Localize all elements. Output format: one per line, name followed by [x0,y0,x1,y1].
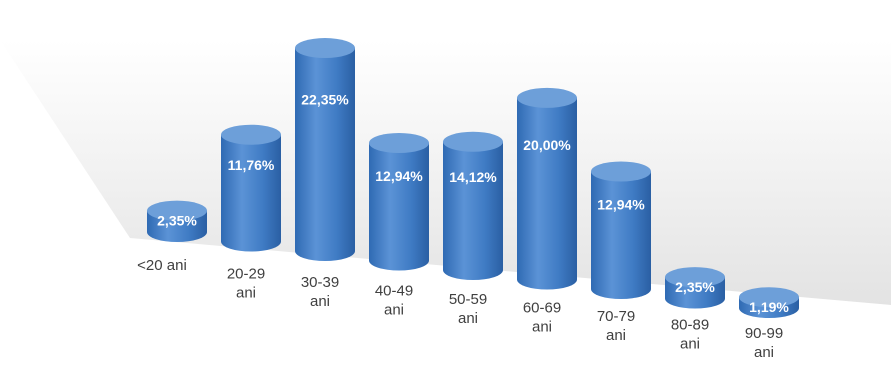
bar-8: 2,35% [665,267,725,309]
bar-4: 12,94% [369,133,429,271]
bar-3: 22,35% [295,38,355,262]
category-label-line: 70-79 [597,308,635,325]
category-label: 90-99 ani [745,325,783,361]
category-label-line: ani [680,336,700,353]
data-label: 12,94% [375,168,423,184]
category-label: 70-79 ani [597,308,635,344]
bar-body [443,141,503,280]
category-label-line: 50-59 [449,291,487,308]
category-label-line: 60-69 [523,300,561,317]
bar-top [739,287,799,308]
bar-top [591,161,651,182]
bar-top [295,38,355,59]
data-label: 11,76% [228,157,275,173]
bar-body [591,171,651,299]
category-label-line: <20 ani [137,257,187,274]
category-label: 20-29 ani [227,266,265,302]
bar-2: 11,76% [221,124,281,252]
category-label-line: ani [754,344,774,361]
bar-top [221,124,281,145]
data-label: 14,12% [449,169,497,185]
bar-top [665,267,725,288]
bar-5: 14,12% [443,131,503,280]
category-label-line: ani [310,293,330,310]
category-label-line: 20-29 [227,266,265,283]
bar-top [147,200,207,221]
data-label: 2,35% [157,213,197,229]
category-label-line: ani [236,285,256,302]
category-label: 50-59 ani [449,291,487,327]
category-label: 60-69 ani [523,300,561,336]
category-label-line: 30-39 [301,274,339,291]
bar-6: 20,00% [517,87,577,290]
bar-top [517,87,577,108]
category-label-line: ani [532,319,552,336]
data-label: 20,00% [523,137,571,153]
bar-body [369,143,429,271]
category-label-line: 40-49 [375,283,413,300]
bar-1: 2,35% [147,200,207,242]
bar-body [221,134,281,252]
category-label: 80-89 ani [671,317,709,353]
bar-9: 1,19% [739,287,799,318]
bar-7: 12,94% [591,161,651,299]
category-label: 40-49 ani [375,283,413,319]
category-label-line: ani [606,327,626,344]
bar-body [295,48,355,262]
bar-body [517,97,577,290]
data-label: 12,94% [597,196,645,212]
category-label-line: ani [458,310,478,327]
bar-top [443,131,503,152]
data-label: 22,35% [301,92,349,108]
category-label: 30-39 ani [301,274,339,310]
data-label: 1,19% [749,299,789,315]
bar-top [369,133,429,154]
category-label-line: ani [384,302,404,319]
bars-group: 2,35% 11,76% 22,35% 12,94% 14,12% 20,00% 12,94… [147,38,799,318]
category-label: <20 ani [137,257,187,274]
category-label-line: 80-89 [671,317,709,334]
data-label: 2,35% [675,279,715,295]
category-label-line: 90-99 [745,325,783,342]
